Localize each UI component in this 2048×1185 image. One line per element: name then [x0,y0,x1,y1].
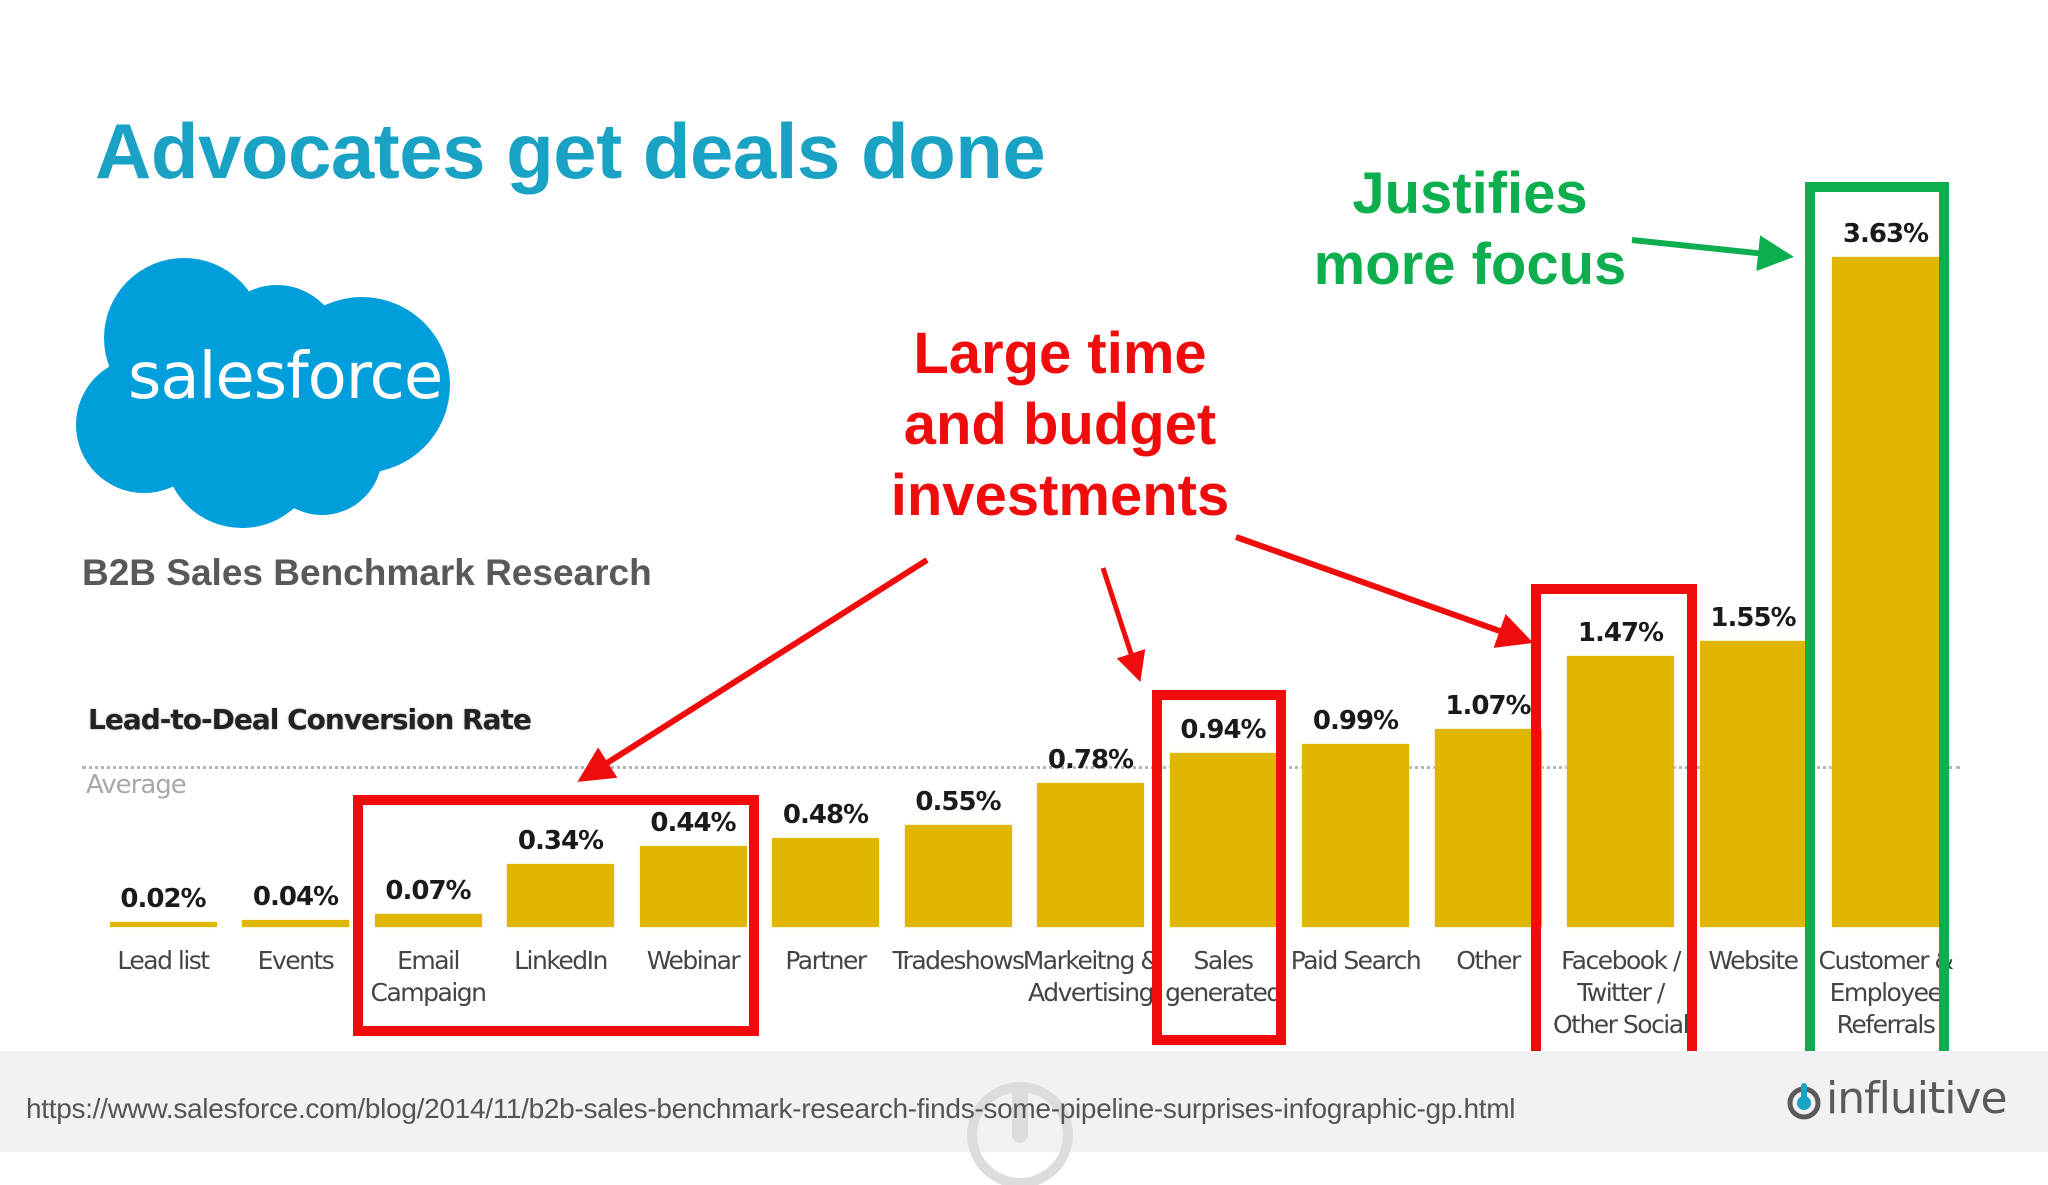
bar [242,919,349,927]
influitive-logo-icon [1787,1083,1821,1120]
category-label: Lead list [117,946,210,975]
green-callout-text: Justifies more focus [1313,161,1627,297]
category-label: Markeitng & Advertising [1022,946,1160,1007]
influitive-watermark-icon [967,1082,1073,1185]
bar [639,845,747,927]
bar-value-label: 0.07% [385,876,471,907]
bar-value-label: 0.48% [782,800,869,831]
bar [1302,744,1409,927]
category-label: Webinar [646,946,741,975]
bar [507,864,614,927]
category-label: Email Campaign [370,946,487,1007]
bar [1037,783,1144,927]
red-highlight-box-sales-generated [1152,690,1286,1045]
bar [904,825,1012,927]
category-label: Facebook / Twitter / Other Social [1552,946,1690,1039]
green-arrow-to-referrals [1631,235,1794,272]
red-highlight-box-email-linkedin-webinar [353,795,759,1036]
bar [109,922,217,927]
bar-value-label: 1.47% [1577,617,1664,648]
category-label: Paid Search [1290,946,1422,975]
influitive-logo-text: influitive [1826,1073,2008,1124]
bar [1832,256,1939,927]
bar-value-label: 0.44% [650,807,736,838]
bar-value-label: 3.63% [1842,218,1929,249]
category-label: Other [1456,946,1521,975]
red-arrow-to-sales-generated [1100,567,1146,683]
source-url-link[interactable]: https://www.salesforce.com/blog/2014/11/… [26,1093,1516,1124]
average-reference-line [82,766,1960,769]
average-label: Average [86,770,187,800]
category-label: Events [257,946,335,975]
bar-value-label: 0.99% [1312,706,1399,737]
bar [374,914,482,927]
category-label: Website [1708,946,1799,975]
red-callout-text: Large time and budget investments [890,321,1230,528]
bar [1434,729,1542,927]
slide-title: Advocates get deals done [95,107,1046,195]
bar-value-label: 0.34% [517,826,604,857]
bar [1169,753,1277,927]
bar [772,838,879,927]
salesforce-logo-text: salesforce [128,340,443,414]
bar-value-label: 0.02% [120,884,206,914]
annotation-arrows [577,235,1794,782]
category-label: Partner [785,946,867,975]
red-arrow-to-social [1234,534,1534,648]
chart-title: Lead-to-Deal Conversion Rate [88,703,532,736]
bar-value-label: 0.78% [1047,745,1134,775]
bar [1699,640,1807,927]
salesforce-cloud-logo [76,258,450,528]
category-label: Sales generated [1165,946,1282,1007]
bar-value-label: 1.55% [1710,602,1796,633]
red-arrow-to-email-group [577,557,929,782]
bar-value-label: 1.07% [1445,691,1531,722]
bar-value-label: 0.55% [915,787,1001,818]
category-label: Tradeshows [892,946,1025,975]
category-label: LinkedIn [514,946,608,975]
bar-value-label: 0.04% [252,881,339,912]
bar-value-label: 0.94% [1180,715,1266,746]
bar [1567,655,1674,927]
subtitle: B2B Sales Benchmark Research [82,552,652,593]
